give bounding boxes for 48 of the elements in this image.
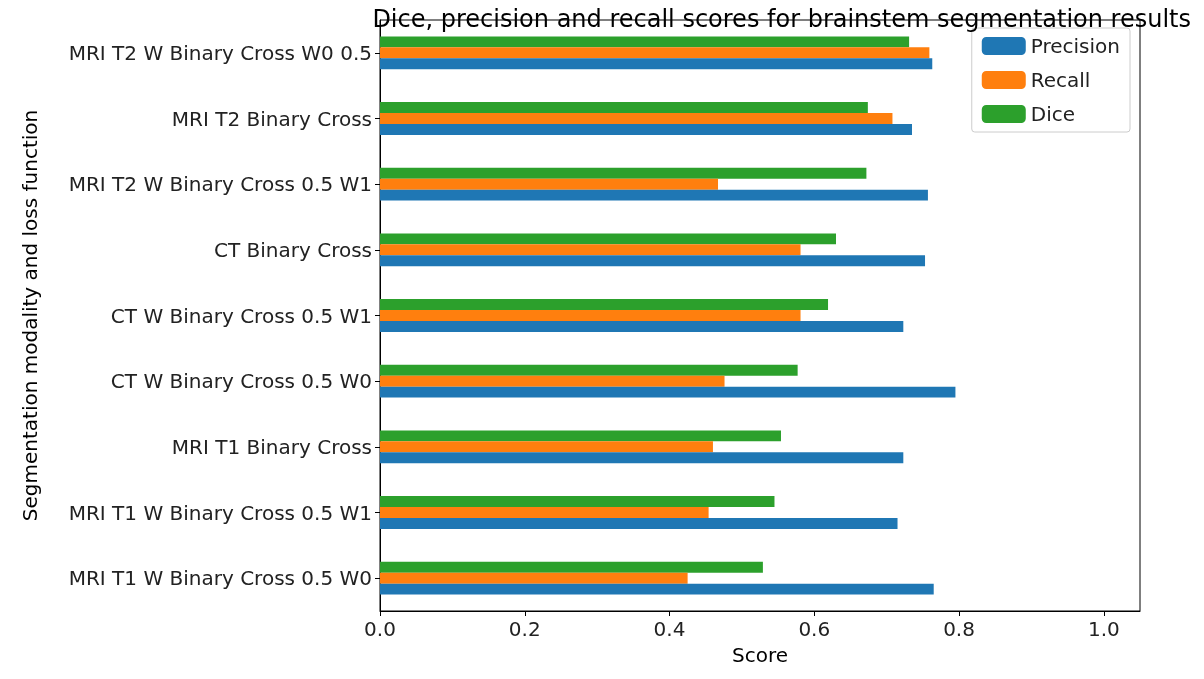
bar xyxy=(380,583,934,595)
legend-label: Recall xyxy=(1030,68,1091,92)
y-tick-label: MRI T2 W Binary Cross W0 0.5 xyxy=(68,40,372,65)
bar xyxy=(380,572,688,584)
y-tick-label: CT Binary Cross xyxy=(214,237,372,262)
bar xyxy=(380,178,719,190)
bar xyxy=(380,430,781,442)
bar xyxy=(380,233,836,245)
y-tick-label: CT W Binary Cross 0.5 W1 xyxy=(110,303,372,328)
bar xyxy=(380,364,798,376)
y-tick-label: MRI T1 W Binary Cross 0.5 W1 xyxy=(68,500,372,525)
bar xyxy=(380,255,926,267)
x-axis-title: Score xyxy=(731,643,789,667)
bar xyxy=(380,320,904,332)
legend-label: Precision xyxy=(1030,34,1121,58)
x-tick-label: 0.8 xyxy=(943,617,975,641)
y-tick-label: MRI T2 W Binary Cross 0.5 W1 xyxy=(68,172,372,197)
bar xyxy=(380,310,801,321)
chart-title: Dice, precision and recall scores for brainstem segmentation results xyxy=(372,5,1191,33)
x-tick-label: 0.4 xyxy=(653,617,686,641)
y-tick-label: MRI T1 W Binary Cross 0.5 W0 xyxy=(68,566,372,591)
bar xyxy=(380,496,775,508)
bar xyxy=(380,561,763,573)
bar xyxy=(380,113,893,124)
bar xyxy=(380,441,713,453)
legend-label: Dice xyxy=(1030,102,1076,126)
bar xyxy=(380,167,867,179)
bar xyxy=(380,507,709,518)
bar xyxy=(380,386,956,398)
bar xyxy=(380,452,904,464)
y-tick-label: CT W Binary Cross 0.5 W0 xyxy=(110,369,372,394)
x-tick-label: 0.6 xyxy=(798,617,831,641)
bar xyxy=(380,299,829,311)
x-tick-label: 0.2 xyxy=(508,617,541,641)
bar xyxy=(380,36,910,48)
bar xyxy=(380,102,868,114)
bar xyxy=(380,244,801,256)
bar xyxy=(380,123,912,135)
bar xyxy=(380,375,725,387)
bar xyxy=(380,47,930,59)
y-tick-label: MRI T2 Binary Cross xyxy=(171,106,372,131)
y-tick-label: MRI T1 Binary Cross xyxy=(171,434,372,459)
bar xyxy=(380,517,898,529)
x-tick-label: 0.0 xyxy=(364,617,396,641)
x-tick-label: 1.0 xyxy=(1087,617,1120,641)
bar xyxy=(380,58,933,70)
bar xyxy=(380,189,928,201)
y-axis-title: Segmentation modality and loss function xyxy=(18,109,42,522)
